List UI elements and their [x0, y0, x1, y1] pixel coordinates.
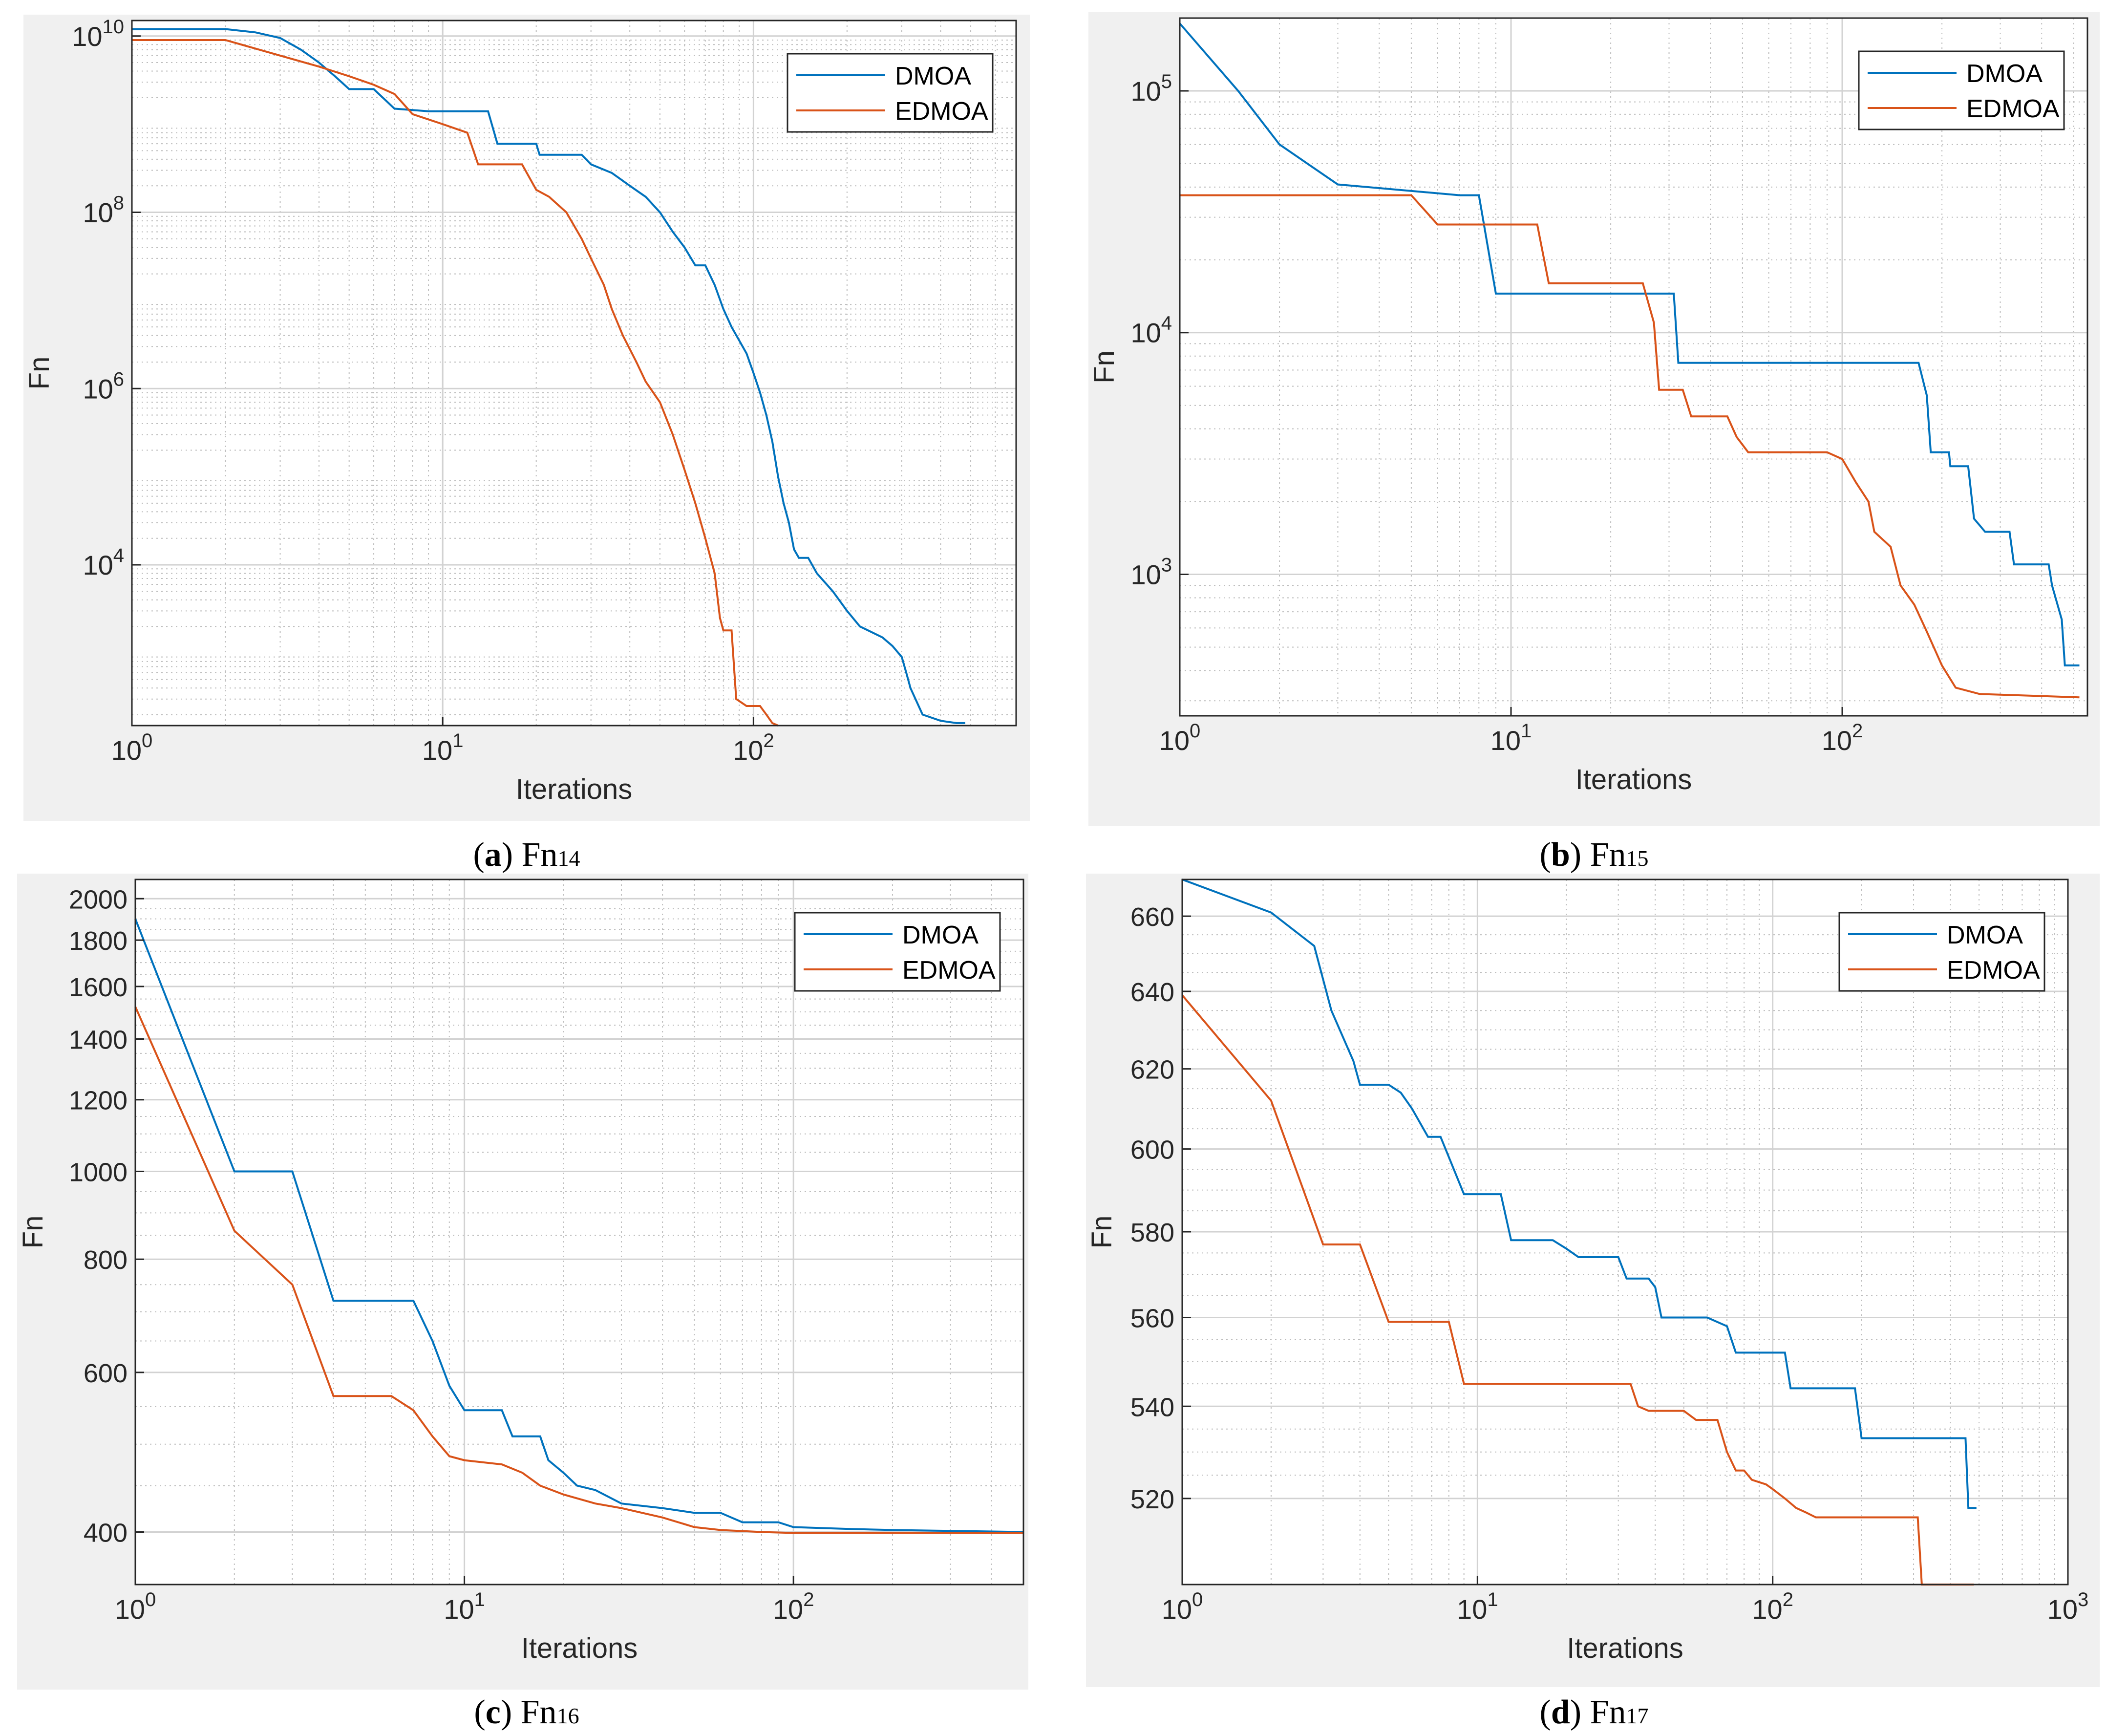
caption-d: (d) Fn17: [1539, 1693, 1649, 1731]
chart-svg-b: 100 101 102 103 104 105 Iterations Fn DMOA EDMOA: [1088, 12, 2100, 826]
x-tick-label: 103: [2047, 1589, 2089, 1625]
chart-panel-c: 100 101 102 400 600 800 1000 1200 1400 1600 1800 20…: [17, 874, 1028, 1690]
x-tick-label: 101: [1457, 1589, 1498, 1625]
legend-label-edmoa: EDMOA: [1966, 95, 2060, 123]
y-tick-label: 1200: [69, 1086, 128, 1115]
y-tick-label: 1010: [72, 16, 124, 52]
grid-c: [134, 879, 1023, 1585]
y-axis-label-c: Fn: [17, 1216, 49, 1249]
caption-a: (a) Fn14: [473, 836, 580, 874]
y-axis-label-a: Fn: [23, 357, 55, 390]
y-tick-label: 560: [1130, 1304, 1174, 1333]
chart-panel-a: 100 101 102 104 106 108 1010 Iterations Fn DMOA ED…: [23, 15, 1030, 821]
y-tick-label: 1000: [69, 1158, 128, 1187]
x-tick-label: 100: [115, 1589, 156, 1625]
axes-box-a: [131, 20, 1017, 727]
legend-box: [1858, 50, 2065, 130]
y-tick-label: 103: [1130, 555, 1172, 590]
y-tick-label: 2000: [69, 885, 128, 914]
legend-label-dmoa: DMOA: [902, 921, 979, 949]
series-line-dmoa-d: [1182, 879, 1977, 1509]
chart-svg-a: 100 101 102 104 106 108 1010 Iterations Fn DMOA ED…: [23, 15, 1030, 821]
chart-svg-c: 100 101 102 400 600 800 1000 1200 1400 1600 1800 20…: [17, 874, 1028, 1690]
y-tick-label: 540: [1130, 1393, 1174, 1422]
x-axis-label-c: Iterations: [521, 1632, 638, 1664]
grid-a: [131, 21, 1016, 726]
chart-panel-d: 100 101 102 103 520 540 560 580 600 620 640 660 Iter…: [1086, 874, 2100, 1687]
legend-a: DMOA EDMOA: [787, 53, 994, 133]
y-tick-label: 104: [1130, 313, 1172, 348]
series-line-dmoa-c: [134, 918, 1024, 1533]
y-tick-label: 1600: [69, 973, 128, 1002]
y-tick-label: 600: [1130, 1136, 1174, 1165]
x-tick-label: 100: [1159, 720, 1201, 756]
y-tick-label: 640: [1130, 978, 1174, 1007]
x-tick-label: 100: [1162, 1589, 1203, 1625]
y-tick-label: 108: [83, 193, 124, 228]
y-tick-label: 600: [84, 1359, 128, 1388]
y-axis-label-b: Fn: [1088, 350, 1120, 384]
y-tick-label: 105: [1130, 71, 1172, 107]
x-tick-label: 101: [422, 730, 464, 766]
x-tick-label: 102: [733, 730, 774, 766]
legend-b: DMOA EDMOA: [1858, 50, 2065, 130]
series-line-dmoa-a: [132, 28, 965, 724]
x-axis-label-b: Iterations: [1575, 764, 1692, 795]
legend-label-edmoa: EDMOA: [895, 97, 988, 126]
x-axis-label-a: Iterations: [516, 773, 633, 805]
legend-d: DMOA EDMOA: [1838, 912, 2045, 992]
series-line-edmoa-a: [132, 39, 779, 727]
axes-box-b: [1179, 17, 2088, 717]
legend-label-dmoa: DMOA: [1966, 60, 2043, 88]
legend-label-edmoa: EDMOA: [902, 956, 996, 985]
legend-label-edmoa: EDMOA: [1947, 956, 2040, 985]
x-tick-label: 102: [1752, 1589, 1793, 1625]
y-tick-label: 520: [1130, 1485, 1174, 1514]
plot-area-b: [1180, 18, 2087, 716]
legend-label-dmoa: DMOA: [895, 62, 971, 90]
legend-box: [1838, 912, 2045, 992]
x-tick-label: 101: [1490, 720, 1532, 756]
series-line-edmoa-b: [1180, 194, 2080, 699]
axes-box-c: [134, 879, 1024, 1586]
x-tick-label: 101: [444, 1589, 485, 1625]
x-tick-label: 100: [111, 730, 153, 766]
caption-c: (c) Fn16: [474, 1693, 579, 1731]
chart-svg-d: 100 101 102 103 520 540 560 580 600 620 640 660 Iter…: [1086, 874, 2100, 1687]
series-line-edmoa-d: [1181, 994, 1974, 1586]
x-tick-label: 102: [1822, 720, 1863, 756]
y-tick-label: 104: [83, 545, 124, 580]
y-tick-label: 106: [83, 368, 124, 404]
y-tick-label: 1400: [69, 1026, 128, 1055]
x-axis-label-d: Iterations: [1567, 1632, 1683, 1664]
x-tick-label: 102: [773, 1589, 814, 1625]
y-tick-label: 660: [1130, 902, 1174, 932]
legend-c: DMOA EDMOA: [794, 912, 1001, 992]
legend-label-dmoa: DMOA: [1947, 921, 2023, 949]
y-tick-label: 620: [1130, 1055, 1174, 1085]
legend-box: [787, 53, 994, 133]
caption-b: (b) Fn15: [1539, 836, 1649, 874]
legend-box: [794, 912, 1001, 992]
y-axis-label-d: Fn: [1086, 1216, 1118, 1249]
y-tick-label: 800: [84, 1245, 128, 1275]
chart-panel-b: 100 101 102 103 104 105 Iterations Fn DMOA EDMOA: [1088, 12, 2100, 826]
plot-area-c: [135, 879, 1023, 1585]
y-tick-label: 1800: [69, 926, 128, 956]
series-line-edmoa-c: [134, 1006, 1023, 1534]
y-tick-label: 400: [84, 1518, 128, 1547]
series-line-dmoa-b: [1179, 22, 2080, 666]
y-tick-label: 580: [1130, 1218, 1174, 1247]
